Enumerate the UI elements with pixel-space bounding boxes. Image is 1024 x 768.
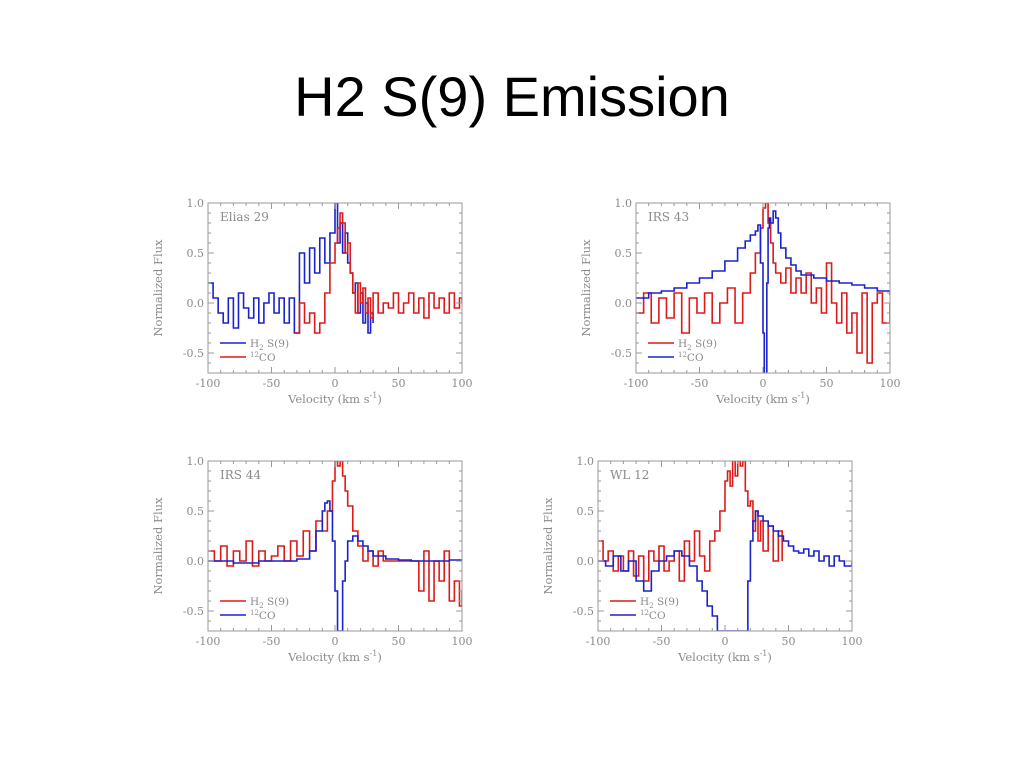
y-tick-label: -0.5: [183, 605, 204, 618]
x-tick-label: -50: [263, 377, 281, 390]
x-tick-label: -50: [691, 377, 709, 390]
y-axis-label: Normalized Flux: [151, 497, 165, 595]
panel-source-label: IRS 44: [220, 468, 261, 482]
x-tick-label: -50: [263, 635, 281, 648]
y-tick-label: -0.5: [573, 605, 594, 618]
y-tick-label: -0.5: [611, 347, 632, 360]
x-axis-label: Velocity (km s-1): [287, 391, 382, 406]
legend-rest: CO: [687, 352, 704, 364]
y-tick-label: 0.0: [577, 555, 595, 568]
plot-area: [208, 461, 462, 631]
x-tick-label: 100: [842, 635, 863, 648]
legend-label: 12CO: [250, 609, 276, 622]
x-axis-label-exponent: -1: [370, 649, 378, 658]
legend-label: H2 S(9): [678, 338, 717, 352]
y-axis-label: Normalized Flux: [151, 239, 165, 337]
legend-label: H2 S(9): [250, 596, 289, 610]
legend-rest: CO: [649, 610, 666, 622]
legend-label: 12CO: [640, 609, 666, 622]
x-tick-label: 50: [392, 377, 406, 390]
x-tick-label: 50: [782, 635, 796, 648]
x-axis-label-close: ): [767, 650, 772, 664]
legend-subscript: 2: [259, 344, 263, 352]
x-tick-label: 0: [722, 635, 729, 648]
legend-rest: S(9): [264, 596, 289, 608]
y-tick-label: 1.0: [187, 455, 205, 468]
h2-s-9--line: [636, 203, 890, 364]
x-tick-label: -50: [653, 635, 671, 648]
legend-label: H2 S(9): [250, 338, 289, 352]
x-axis-label-exponent: -1: [798, 391, 806, 400]
legend-superscript: 12: [640, 609, 649, 617]
plot-area: [208, 203, 462, 334]
legend-superscript: 12: [678, 351, 687, 359]
legend-label: H2 S(9): [640, 596, 679, 610]
legend-subscript: 2: [649, 602, 653, 610]
legend-label: 12CO: [250, 351, 276, 364]
y-tick-label: 0.5: [615, 247, 633, 260]
x-tick-label: -100: [196, 635, 221, 648]
legend-rest: CO: [259, 610, 276, 622]
12co-line: [294, 212, 462, 334]
x-tick-label: -100: [196, 377, 221, 390]
legend-rest: S(9): [654, 596, 679, 608]
panel-irs-44: -100 -50 0 50 100 -0.5 0.0 0.5 1.0 Velocity (km s…: [151, 455, 473, 664]
x-tick-label: 0: [332, 635, 339, 648]
x-axis-label: Velocity (km s-1): [715, 391, 810, 406]
12co-line: [208, 500, 462, 631]
y-axis-label: Normalized Flux: [579, 239, 593, 337]
x-tick-label: 0: [332, 377, 339, 390]
panel-elias-29: -100 -50 0 50 100 -0.5 0.0 0.5 1.0 Velocity (km s…: [151, 197, 473, 406]
x-axis-label-exponent: -1: [370, 391, 378, 400]
panel-source-label: Elias 29: [220, 210, 269, 224]
x-axis-label: Velocity (km s-1): [287, 649, 382, 664]
12co-line: [636, 210, 890, 373]
x-tick-label: -100: [586, 635, 611, 648]
h2-s-9--line: [208, 203, 374, 334]
legend-label: 12CO: [678, 351, 704, 364]
panel-irs-43: -100 -50 0 50 100 -0.5 0.0 0.5 1.0 Velocity (km s…: [579, 197, 901, 406]
legend-superscript: 12: [250, 609, 259, 617]
y-axis-label: Normalized Flux: [541, 497, 555, 595]
y-tick-label: 0.5: [187, 505, 205, 518]
legend-rest: CO: [259, 352, 276, 364]
slide-title: H2 S(9) Emission: [294, 65, 730, 128]
x-axis-label-exponent: -1: [760, 649, 768, 658]
y-tick-label: 1.0: [187, 197, 205, 210]
legend-rest: S(9): [692, 338, 717, 350]
12co-line: [598, 510, 852, 631]
h2-s-9--line: [208, 461, 462, 607]
x-axis-label-close: ): [377, 392, 382, 406]
y-tick-label: -0.5: [183, 347, 204, 360]
x-axis-label: Velocity (km s-1): [677, 649, 772, 664]
x-axis-label-close: ): [805, 392, 810, 406]
y-tick-label: 0.5: [577, 505, 595, 518]
y-tick-label: 1.0: [615, 197, 633, 210]
x-tick-label: 50: [820, 377, 834, 390]
x-tick-label: 100: [880, 377, 901, 390]
panel-source-label: WL 12: [610, 468, 649, 482]
x-tick-label: 100: [452, 377, 473, 390]
legend-subscript: 2: [687, 344, 691, 352]
x-tick-label: 50: [392, 635, 406, 648]
legend-subscript: 2: [259, 602, 263, 610]
y-tick-label: 0.0: [187, 297, 205, 310]
h2-s-9--line: [598, 461, 783, 582]
x-tick-label: 100: [452, 635, 473, 648]
plot-area: [598, 461, 852, 631]
y-tick-label: 0.5: [187, 247, 205, 260]
legend-rest: S(9): [264, 338, 289, 350]
plot-area: [636, 203, 890, 373]
x-tick-label: -100: [624, 377, 649, 390]
panel-source-label: IRS 43: [648, 210, 689, 224]
x-tick-label: 0: [760, 377, 767, 390]
legend-superscript: 12: [250, 351, 259, 359]
panel-wl-12: -100 -50 0 50 100 -0.5 0.0 0.5 1.0 Velocity (km s…: [541, 455, 863, 664]
x-axis-label-close: ): [377, 650, 382, 664]
y-tick-label: 0.0: [187, 555, 205, 568]
y-tick-label: 0.0: [615, 297, 633, 310]
y-tick-label: 1.0: [577, 455, 595, 468]
